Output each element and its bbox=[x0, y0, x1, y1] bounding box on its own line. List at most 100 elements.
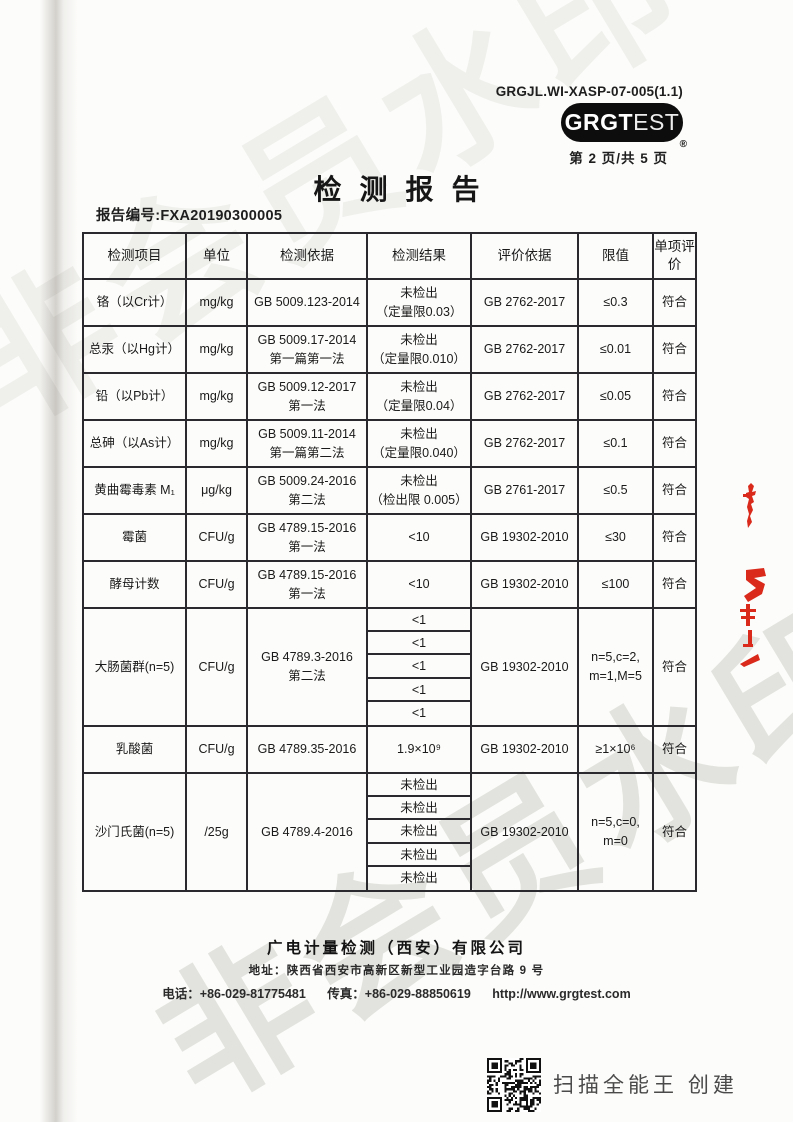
cell-result: <10 bbox=[366, 560, 472, 609]
cell-unit: CFU/g bbox=[185, 560, 248, 609]
result-subcell: <1 bbox=[369, 679, 469, 702]
cell-basis: GB 5009.17-2014 第一篇第一法 bbox=[246, 325, 368, 374]
logo-text-bold: GRGT bbox=[564, 109, 634, 135]
cell-item: 乳酸菌 bbox=[82, 724, 187, 774]
cell-result: 1.9×10⁹ bbox=[366, 724, 472, 774]
result-subcell: <1 bbox=[369, 632, 469, 656]
website: http://www.grgtest.com bbox=[492, 987, 631, 1001]
results-table: 检测项目 单位 检测依据 检测结果 评价依据 限值 单项评价 铬（以Cr计） mg/kg GB … bbox=[82, 232, 697, 892]
cell-result: 未检出 （检出限 0.005） bbox=[366, 466, 472, 515]
cell-basis: GB 4789.15-2016 第一法 bbox=[246, 513, 368, 562]
red-stamp-fragment bbox=[740, 604, 756, 647]
cell-result: 未检出 （定量限0.04） bbox=[366, 372, 472, 421]
cell-verdict: 符合 bbox=[652, 466, 697, 515]
cell-verdict: 符合 bbox=[652, 325, 697, 374]
cell-unit: mg/kg bbox=[185, 325, 248, 374]
cell-evaluation: GB 19302-2010 bbox=[470, 560, 579, 609]
red-stamp-fragment bbox=[743, 483, 756, 528]
table-row: 大肠菌群(n=5) CFU/g GB 4789.3-2016 第二法 <1 <1 <1 <1 <… bbox=[82, 607, 697, 727]
result-subcell: 未检出 bbox=[369, 844, 469, 867]
cell-result: 未检出 未检出 未检出 未检出 未检出 bbox=[366, 771, 472, 892]
cell-limit: ≤0.05 bbox=[577, 372, 654, 421]
cell-item: 大肠菌群(n=5) bbox=[82, 607, 187, 727]
results-table-body: 铬（以Cr计） mg/kg GB 5009.123-2014 未检出 （定量限0.03）… bbox=[82, 278, 697, 892]
result-subcell: <1 bbox=[369, 655, 469, 679]
cell-item: 总砷（以As计） bbox=[82, 419, 187, 468]
company-contact-line: 电话：+86-029-81775481 传真：+86-029-88850619 … bbox=[0, 983, 793, 1002]
cell-verdict: 符合 bbox=[652, 278, 697, 327]
results-table-container: 检测项目 单位 检测依据 检测结果 评价依据 限值 单项评价 铬（以Cr计） mg/kg GB … bbox=[82, 232, 697, 892]
column-header: 评价依据 bbox=[470, 232, 579, 280]
report-title: 检测报告 bbox=[313, 174, 498, 205]
cell-limit: n=5,c=0, m=0 bbox=[577, 771, 654, 892]
cell-item: 总汞（以Hg计） bbox=[82, 325, 187, 374]
cell-evaluation: GB 2761-2017 bbox=[470, 466, 579, 515]
cell-verdict: 符合 bbox=[652, 607, 697, 727]
table-header-row: 检测项目 单位 检测依据 检测结果 评价依据 限值 单项评价 bbox=[82, 232, 697, 280]
qr-code bbox=[487, 1058, 541, 1112]
cell-limit: ≤0.3 bbox=[577, 278, 654, 327]
cell-evaluation: GB 2762-2017 bbox=[470, 278, 579, 327]
cell-result: <10 bbox=[366, 513, 472, 562]
cell-result: 未检出 （定量限0.010） bbox=[366, 325, 472, 374]
cell-verdict: 符合 bbox=[652, 372, 697, 421]
cell-result: 未检出 （定量限0.040） bbox=[366, 419, 472, 468]
document-code: GRGJL.WI-XASP-07-005(1.1) bbox=[495, 84, 683, 99]
cell-unit: mg/kg bbox=[185, 278, 248, 327]
cell-unit: /25g bbox=[185, 771, 248, 892]
cell-evaluation: GB 2762-2017 bbox=[470, 372, 579, 421]
cell-basis: GB 5009.11-2014 第一篇第二法 bbox=[246, 419, 368, 468]
red-stamp-fragment bbox=[744, 568, 766, 602]
cell-item: 铬（以Cr计） bbox=[82, 278, 187, 327]
phone: 电话：+86-029-81775481 bbox=[162, 987, 306, 1001]
fax: 传真：+86-029-88850619 bbox=[327, 987, 471, 1001]
cell-limit: ≤0.5 bbox=[577, 466, 654, 515]
table-row: 铅（以Pb计） mg/kg GB 5009.12-2017 第一法 未检出 （定量限0.0… bbox=[82, 372, 697, 421]
cell-basis: GB 4789.4-2016 bbox=[246, 771, 368, 892]
cell-verdict: 符合 bbox=[652, 513, 697, 562]
cell-evaluation: GB 19302-2010 bbox=[470, 724, 579, 774]
cell-basis: GB 4789.35-2016 bbox=[246, 724, 368, 774]
table-row: 霉菌 CFU/g GB 4789.15-2016 第一法 <10 GB 19302-201… bbox=[82, 513, 697, 562]
cell-unit: mg/kg bbox=[185, 372, 248, 421]
cell-unit: CFU/g bbox=[185, 513, 248, 562]
cell-limit: n=5,c=2, m=1,M=5 bbox=[577, 607, 654, 727]
cell-basis: GB 4789.15-2016 第一法 bbox=[246, 560, 368, 609]
registered-trademark-symbol: ® bbox=[679, 139, 687, 150]
cell-verdict: 符合 bbox=[652, 560, 697, 609]
cell-verdict: 符合 bbox=[652, 771, 697, 892]
company-name: 广电计量检测（西安）有限公司 bbox=[266, 940, 526, 957]
table-row: 黄曲霉毒素 M₁ μg/kg GB 5009.24-2016 第二法 未检出 （检出限 0… bbox=[82, 466, 697, 515]
cell-limit: ≤0.1 bbox=[577, 419, 654, 468]
red-stamp-fragment bbox=[740, 654, 760, 667]
cell-evaluation: GB 19302-2010 bbox=[470, 771, 579, 892]
cell-item: 铅（以Pb计） bbox=[82, 372, 187, 421]
result-subcell: 未检出 bbox=[369, 820, 469, 844]
result-subcell: 未检出 bbox=[400, 870, 438, 885]
cell-item: 黄曲霉毒素 M₁ bbox=[82, 466, 187, 515]
cell-evaluation: GB 2762-2017 bbox=[470, 419, 579, 468]
cell-item: 酵母计数 bbox=[82, 560, 187, 609]
column-header: 检测项目 bbox=[82, 232, 187, 280]
cell-basis: GB 5009.12-2017 第一法 bbox=[246, 372, 368, 421]
cell-basis: GB 5009.24-2016 第二法 bbox=[246, 466, 368, 515]
column-header: 检测依据 bbox=[246, 232, 368, 280]
cell-limit: ≥1×10⁶ bbox=[577, 724, 654, 774]
result-subcell: 未检出 bbox=[369, 775, 469, 798]
column-header: 单位 bbox=[185, 232, 248, 280]
result-subcell: <1 bbox=[369, 610, 469, 633]
logo-text-light: EST bbox=[633, 109, 680, 135]
cell-unit: CFU/g bbox=[185, 724, 248, 774]
cell-limit: ≤0.01 bbox=[577, 325, 654, 374]
cell-basis: GB 4789.3-2016 第二法 bbox=[246, 607, 368, 727]
table-row: 酵母计数 CFU/g GB 4789.15-2016 第一法 <10 GB 19302-2… bbox=[82, 560, 697, 609]
cell-limit: ≤30 bbox=[577, 513, 654, 562]
cell-evaluation: GB 2762-2017 bbox=[470, 325, 579, 374]
column-header: 检测结果 bbox=[366, 232, 472, 280]
result-subcell: 未检出 bbox=[369, 797, 469, 821]
cell-result: 未检出 （定量限0.03） bbox=[366, 278, 472, 327]
cell-verdict: 符合 bbox=[652, 419, 697, 468]
cell-basis: GB 5009.123-2014 bbox=[246, 278, 368, 327]
cell-unit: CFU/g bbox=[185, 607, 248, 727]
cell-unit: μg/kg bbox=[185, 466, 248, 515]
